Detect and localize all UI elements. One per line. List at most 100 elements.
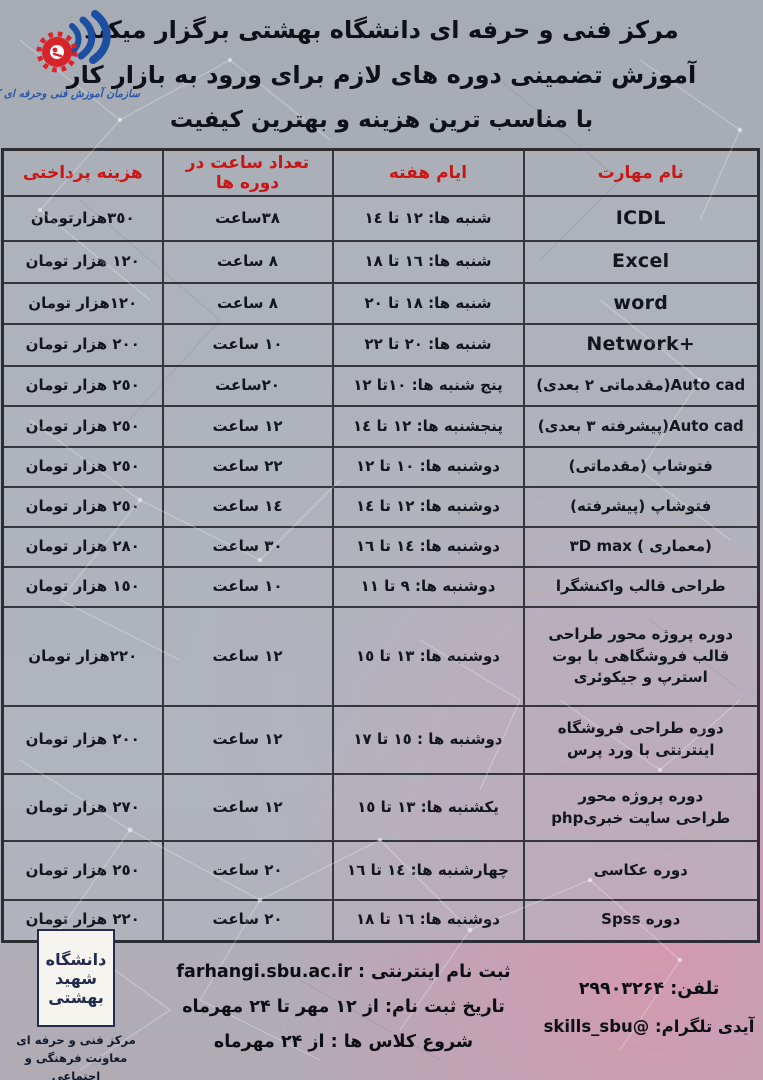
table-row: دوره طراحی فروشگاه اینترنتی با ورد پرس دو… (1, 705, 760, 775)
week-days-cell: دوشنبه ها: ١٦ تا ١٨ (331, 899, 525, 942)
telegram-id: آیدی تلگرام: @skills_sbu (543, 1017, 755, 1036)
course-hours-cell: ١٤ ساعت (161, 486, 334, 528)
course-hours-cell: ٣٨ساعت (161, 195, 334, 242)
course-name-cell: word (522, 282, 760, 325)
week-days-cell: یکشنبه ها: ١٣ تا ١٥ (331, 773, 525, 842)
cost-cell: ٣٥٠هزارتومان (1, 195, 164, 242)
table-row: فتوشاپ (مقدماتی) دوشنبه ها: ١٠ تا ١٢ ٢٢ سا… (1, 446, 760, 488)
course-hours-cell: ٣٠ ساعت (161, 526, 334, 568)
university-logo-word: دانشگاه (45, 949, 107, 969)
week-days-cell: شنبه ها: ١٦ تا ١٨ (331, 240, 525, 284)
course-name-cell: طراحی قالب واکنشگرا (522, 566, 760, 608)
table-header-row: نام مهارت ایام هفته تعداد ساعت در دوره ه… (1, 148, 760, 197)
course-hours-cell: ٢٠ساعت (161, 365, 334, 407)
phone-number: تلفن: ۲۹۹۰۳۲۶۴ (578, 979, 720, 999)
university-logo-word: شهید (54, 968, 98, 988)
course-name-cell: ٣D max ( معماری) (522, 526, 760, 568)
week-days-cell: چهارشنبه ها: ١٤ تا ١٦ (331, 840, 525, 901)
cost-cell: ٢٢٠هزار تومان (1, 606, 164, 707)
table-row: ICDL شنبه ها: ١٢ تا ١٤ ٣٨ساعت ٣٥٠هزارتومان (1, 195, 760, 242)
tvto-logo-caption: سازمان آموزش فنی وحرفه ای کشور (0, 88, 140, 100)
week-days-cell: شنبه ها: ١٨ تا ٢٠ (331, 282, 525, 325)
table-row: Auto cad(پیشرفته ٣ بعدی) پنجشنبه ها: ١٢ ت… (1, 405, 760, 448)
table-row: طراحی قالب واکنشگرا دوشنبه ها: ٩ تا ١١ ١٠ … (1, 566, 760, 608)
course-name-cell: فتوشاپ (پیشرفته) (522, 486, 760, 528)
column-header-skill-name: نام مهارت (522, 148, 760, 197)
table-row: word شنبه ها: ١٨ تا ٢٠ ٨ ساعت ١٢٠هزار تومان (1, 282, 760, 325)
registration-dates-line: تاریخ ثبت نام: از ۱۲ مهر تا ۲۴ مهرماه (182, 997, 505, 1017)
cost-cell: ٢٥٠ هزار تومان (1, 840, 164, 901)
university-logo-caption2: معاونت فرهنگی و اجتماعی (24, 1051, 128, 1080)
page-title-line2: آموزش تضمینی دوره های لازم برای ورود به … (66, 61, 697, 89)
cost-cell: ١٢٠هزار تومان (1, 282, 164, 325)
course-name-cell: Network+ (522, 323, 760, 367)
table-row: فتوشاپ (پیشرفته) دوشنبه ها: ١٢ تا ١٤ ١٤ سا… (1, 486, 760, 528)
week-days-cell: پنج شنبه ها: ١٠تا ١٢ (331, 365, 525, 407)
contact-block: تلفن: ۲۹۹۰۳۲۶۴ آیدی تلگرام: @skills_sbu (535, 979, 763, 1036)
table-row: ٣D max ( معماری) دوشنبه ها: ١٤ تا ١٦ ٣٠ سا… (1, 526, 760, 568)
course-hours-cell: ١٠ ساعت (161, 566, 334, 608)
week-days-cell: دوشنبه ها : ١٥ تا ١٧ (331, 705, 525, 775)
university-logo-word: بهشتی (48, 987, 104, 1007)
course-name-cell: دوره عکاسی (522, 840, 760, 901)
course-name-cell: Auto cad(پیشرفته ٣ بعدی) (522, 405, 760, 448)
week-days-cell: شنبه ها: ١٢ تا ١٤ (331, 195, 525, 242)
course-name-cell: دوره Spss (522, 899, 760, 942)
table-row: دوره پروژه محور phpطراحی سایت خبری یکشنبه … (1, 773, 760, 842)
cost-cell: ٢٥٠ هزار تومان (1, 486, 164, 528)
flyer-footer: تلفن: ۲۹۹۰۳۲۶۴ آیدی تلگرام: @skills_sbu … (0, 929, 763, 1080)
course-name-cell: دوره پروژه محور phpطراحی سایت خبری (522, 773, 760, 842)
cost-cell: ١٢٠ هزار تومان (1, 240, 164, 284)
flyer-title-block: مرکز فنی و حرفه ای دانشگاه بهشتی برگزار … (0, 0, 763, 143)
course-name-cell: دوره پروژه محور طراحی قالب فروشگاهی با ب… (522, 606, 760, 707)
column-header-cost: هزینه پرداختی (1, 148, 164, 197)
tvto-logo: سازمان آموزش فنی وحرفه ای کشور (0, 10, 140, 100)
table-row: دوره عکاسی چهارشنبه ها: ١٤ تا ١٦ ٢٠ ساعت ٢٥… (1, 840, 760, 901)
course-name-cell: فتوشاپ (مقدماتی) (522, 446, 760, 488)
course-hours-cell: ١٢ ساعت (161, 705, 334, 775)
course-name-cell: Excel (522, 240, 760, 284)
week-days-cell: شنبه ها: ٢٠ تا ٢٢ (331, 323, 525, 367)
flyer-header: سازمان آموزش فنی وحرفه ای کشور مرکز فنی … (0, 0, 763, 148)
university-logo-caption1: مرکز فنی و حرفه ای (16, 1033, 136, 1048)
course-hours-cell: ٨ ساعت (161, 282, 334, 325)
page-title-line3: با مناسب ترین هزینه و بهترین کیفیت (169, 107, 594, 133)
course-hours-cell: ٨ ساعت (161, 240, 334, 284)
course-name-cell: دوره طراحی فروشگاه اینترنتی با ورد پرس (522, 705, 760, 775)
cost-cell: ٢٥٠ هزار تومان (1, 446, 164, 488)
cost-cell: ١٥٠ هزار تومان (1, 566, 164, 608)
courses-table: نام مهارت ایام هفته تعداد ساعت در دوره ه… (1, 148, 760, 943)
course-hours-cell: ١٢ ساعت (161, 773, 334, 842)
registration-info-block: ثبت نام اینترنتی : farhangi.sbu.ac.ir تا… (152, 955, 535, 1060)
cost-cell: ٢٧٠ هزار تومان (1, 773, 164, 842)
cost-cell: ٢٨٠ هزار تومان (1, 526, 164, 568)
cost-cell: ٢٥٠ هزار تومان (1, 405, 164, 448)
week-days-cell: دوشنبه ها: ١٤ تا ١٦ (331, 526, 525, 568)
week-days-cell: دوشنبه ها: ١٢ تا ١٤ (331, 486, 525, 528)
course-hours-cell: ٢٢ ساعت (161, 446, 334, 488)
week-days-cell: دوشنبه ها: ١٣ تا ١٥ (331, 606, 525, 707)
table-row: Excel شنبه ها: ١٦ تا ١٨ ٨ ساعت ١٢٠ هزار توم… (1, 240, 760, 284)
university-logo: دانشگاه شهید بهشتی (37, 929, 115, 1028)
cost-cell: ٢٠٠ هزار تومان (1, 705, 164, 775)
course-hours-cell: ١٠ ساعت (161, 323, 334, 367)
week-days-cell: پنجشنبه ها: ١٢ تا ١٤ (331, 405, 525, 448)
tvto-logo-icon (36, 10, 111, 73)
course-name-cell: Auto cad(مقدماتی ٢ بعدی) (522, 365, 760, 407)
page-title-line1: مرکز فنی و حرفه ای دانشگاه بهشتی برگزار … (84, 16, 679, 44)
table-row: دوره پروژه محور طراحی قالب فروشگاهی با ب… (1, 606, 760, 707)
cost-cell: ٢٥٠ هزار تومان (1, 365, 164, 407)
course-hours-cell: ١٢ ساعت (161, 405, 334, 448)
course-hours-cell: ٢٠ ساعت (161, 899, 334, 942)
classes-start-line: شروع کلاس ها : از ۲۴ مهرماه (213, 1032, 474, 1052)
course-hours-cell: ١٢ ساعت (161, 606, 334, 707)
university-logo-block: دانشگاه شهید بهشتی مرکز فنی و حرفه ای مع… (0, 929, 152, 1080)
week-days-cell: دوشنبه ها: ٩ تا ١١ (331, 566, 525, 608)
column-header-week-days: ایام هفته (331, 148, 525, 197)
course-hours-cell: ٢٠ ساعت (161, 840, 334, 901)
table-row: Auto cad(مقدماتی ٢ بعدی) پنج شنبه ها: ١٠ت… (1, 365, 760, 407)
week-days-cell: دوشنبه ها: ١٠ تا ١٢ (331, 446, 525, 488)
cost-cell: ٢٠٠ هزار تومان (1, 323, 164, 367)
registration-url-line: ثبت نام اینترنتی : farhangi.sbu.ac.ir (176, 962, 511, 982)
